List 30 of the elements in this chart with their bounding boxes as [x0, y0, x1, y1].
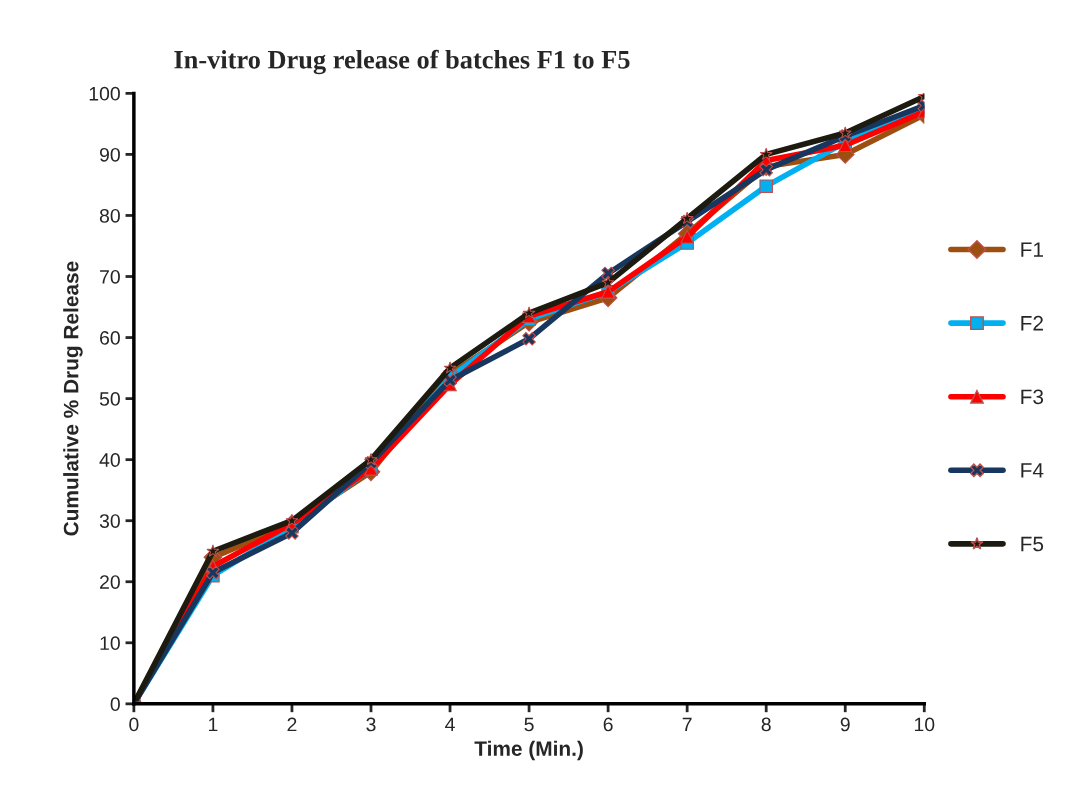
legend-label: F2 [1021, 315, 1043, 331]
y-tick-label: 60 [100, 331, 120, 345]
x-tick-label: 3 [366, 717, 376, 732]
x-tick-label: 4 [445, 717, 455, 732]
chart-title: In-vitro Drug release of batches F1 to F5 [174, 49, 630, 75]
y-tick-label: 40 [99, 453, 120, 467]
y-tick-label: 80 [99, 208, 120, 223]
y-tick-label: 90 [99, 147, 120, 162]
y-tick-label: 20 [100, 575, 120, 589]
x-tick-label: 6 [603, 717, 613, 732]
legend-label: F5 [1021, 536, 1044, 552]
legend-label: F4 [1021, 463, 1044, 478]
x-tick-label: 7 [682, 717, 692, 732]
y-tick-label: 30 [99, 514, 120, 528]
x-tick-label: 9 [840, 717, 850, 732]
legend-label: F1 [1021, 242, 1043, 257]
x-tick-label: 1 [208, 717, 218, 732]
x-tick-label: 2 [287, 717, 297, 732]
x-tick-label: 5 [524, 717, 534, 732]
x-tick-label: 8 [761, 717, 771, 732]
legend-label: F3 [1021, 389, 1044, 405]
y-tick-label: 50 [99, 392, 120, 406]
y-tick-label: 0 [110, 697, 120, 712]
y-tick-label: 70 [100, 269, 120, 284]
y-tick-label: 10 [100, 636, 120, 651]
x-tick-label: 0 [129, 717, 139, 732]
y-tick-label: 100 [89, 86, 120, 101]
x-axis-title: Time (Min.) [474, 740, 583, 761]
x-tick-label: 10 [914, 717, 935, 732]
y-axis-title: Cumulative % Drug Release [63, 261, 83, 536]
